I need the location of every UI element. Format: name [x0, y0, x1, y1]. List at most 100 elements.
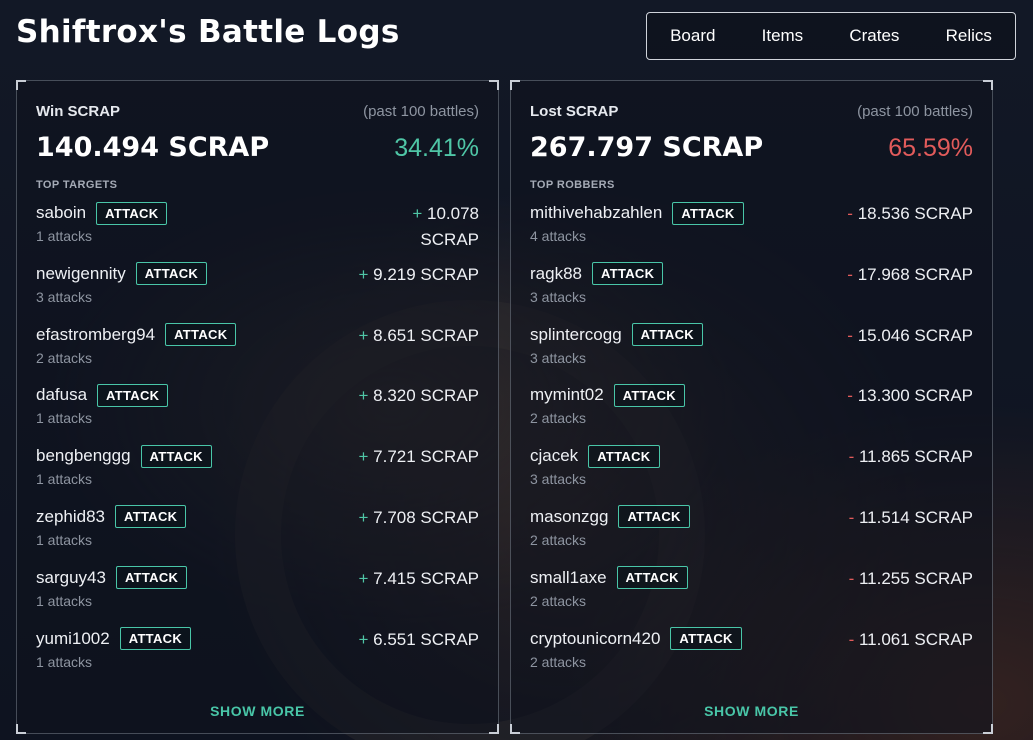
attack-count: 2 attacks: [530, 410, 587, 427]
attack-button[interactable]: ATTACK: [115, 566, 188, 590]
scrap-amount: - 11.061 SCRAP: [849, 627, 973, 688]
amount-value: 9.219 SCRAP: [373, 264, 479, 284]
amount-value: 11.255 SCRAP: [858, 568, 973, 588]
player-info: dafusa ATTACK 1 attacks: [36, 383, 169, 444]
player-info: yumi1002 ATTACK 1 attacks: [36, 627, 192, 688]
name-line: cjacek ATTACK: [530, 444, 660, 468]
amount-value: 7.708 SCRAP: [373, 507, 479, 527]
attack-count: 3 attacks: [530, 471, 587, 488]
player-info: mymint02 ATTACK 2 attacks: [530, 383, 685, 444]
attack-count: 4 attacks: [530, 228, 587, 244]
amount-sign: -: [847, 325, 853, 345]
player-name[interactable]: ragk88: [530, 263, 582, 283]
attack-button[interactable]: ATTACK: [115, 505, 187, 529]
scrap-amount: - 17.968 SCRAP: [847, 262, 973, 323]
player-name[interactable]: cjacek: [530, 446, 579, 466]
name-line: splintercogg ATTACK: [530, 323, 703, 347]
attack-button[interactable]: ATTACK: [140, 444, 212, 468]
attack-button[interactable]: ATTACK: [97, 383, 169, 407]
attack-button[interactable]: ATTACK: [618, 505, 690, 529]
amount-value: 8.651 SCRAP: [373, 325, 479, 345]
player-name[interactable]: splintercogg: [530, 324, 622, 344]
player-name[interactable]: bengbenggg: [36, 446, 131, 466]
amount-sign: -: [847, 386, 853, 406]
amount-sign: -: [848, 507, 855, 527]
player-name[interactable]: mithivehabzahlen: [530, 203, 663, 222]
name-line: masonzgg ATTACK: [530, 505, 690, 529]
top-targets-heading: TOP TARGETS: [36, 179, 118, 191]
attack-button[interactable]: ATTACK: [119, 627, 192, 651]
attack-button[interactable]: ATTACK: [135, 262, 208, 286]
player-name[interactable]: small1axe: [530, 567, 607, 587]
page-title: Shiftrox's Battle Logs: [16, 14, 400, 50]
list-item: yumi1002 ATTACK 1 attacks + 6.551 SCRAP: [36, 627, 479, 688]
player-name[interactable]: cryptounicorn420: [530, 628, 661, 648]
player-name[interactable]: yumi1002: [36, 628, 110, 648]
attack-count: 1 attacks: [36, 471, 93, 488]
amount-sign: +: [358, 264, 369, 284]
top-nav: Board Items Crates Relics: [646, 12, 1016, 60]
show-more-targets-button[interactable]: SHOW MORE: [210, 703, 305, 719]
player-info: bengbenggg ATTACK 1 attacks: [36, 444, 212, 505]
lost-label: Lost SCRAP: [530, 103, 619, 120]
amount-value: 11.061 SCRAP: [858, 629, 973, 649]
player-name[interactable]: mymint02: [530, 385, 604, 405]
nav-crates[interactable]: Crates: [849, 26, 900, 45]
nav-items[interactable]: Items: [761, 26, 804, 45]
attack-button[interactable]: ATTACK: [96, 201, 168, 225]
attack-count: 2 attacks: [36, 349, 93, 366]
corner-bracket: [489, 724, 499, 734]
amount-sign: +: [358, 386, 369, 406]
player-info: sarguy43 ATTACK 1 attacks: [36, 566, 188, 627]
amount-sign: -: [848, 629, 855, 649]
scrap-amount: - 11.255 SCRAP: [849, 566, 973, 627]
attack-button[interactable]: ATTACK: [165, 323, 237, 347]
attack-count: 2 attacks: [530, 531, 587, 548]
list-item: splintercogg ATTACK 3 attacks - 15.046 SCRA…: [530, 323, 973, 384]
player-name[interactable]: newigennity: [36, 263, 126, 283]
amount-sign: +: [358, 447, 369, 467]
attack-button[interactable]: ATTACK: [672, 201, 744, 225]
scrap-amount: - 13.300 SCRAP: [847, 383, 973, 444]
amount-sign: +: [358, 507, 369, 527]
attack-button[interactable]: ATTACK: [591, 262, 664, 286]
win-period: (past 100 battles): [363, 103, 479, 120]
amount-value: 11.514 SCRAP: [858, 507, 973, 527]
scrap-amount: - 11.514 SCRAP: [849, 505, 973, 566]
corner-bracket: [983, 724, 993, 734]
name-line: mymint02 ATTACK: [530, 383, 685, 407]
attack-count: 1 attacks: [36, 228, 93, 244]
scrap-amount: - 18.536 SCRAP: [847, 201, 973, 262]
player-name[interactable]: efastromberg94: [36, 324, 156, 344]
amount-sign: -: [847, 264, 853, 284]
attack-count: 1 attacks: [36, 592, 93, 609]
amount-sign: -: [847, 204, 853, 223]
player-name[interactable]: sarguy43: [36, 567, 106, 587]
player-info: mithivehabzahlen ATTACK 4 attacks: [530, 201, 744, 262]
corner-bracket: [510, 80, 520, 90]
amount-sign: +: [358, 325, 369, 345]
attack-button[interactable]: ATTACK: [588, 444, 660, 468]
player-info: masonzgg ATTACK 2 attacks: [530, 505, 690, 566]
attack-button[interactable]: ATTACK: [631, 323, 703, 347]
show-more-robbers-button[interactable]: SHOW MORE: [704, 703, 799, 719]
attack-button[interactable]: ATTACK: [613, 383, 685, 407]
player-name[interactable]: dafusa: [36, 385, 88, 405]
list-item: masonzgg ATTACK 2 attacks - 11.514 SCRAP: [530, 505, 973, 566]
player-info: efastromberg94 ATTACK 2 attacks: [36, 323, 237, 384]
player-name[interactable]: zephid83: [36, 506, 106, 526]
amount-value: 8.320 SCRAP: [373, 386, 479, 406]
player-info: zephid83 ATTACK 1 attacks: [36, 505, 187, 566]
nav-board[interactable]: Board: [670, 26, 716, 45]
scrap-amount: + 9.219 SCRAP: [358, 262, 479, 323]
player-info: newigennity ATTACK 3 attacks: [36, 262, 208, 323]
player-name[interactable]: saboin: [36, 203, 87, 222]
list-item: newigennity ATTACK 3 attacks + 9.219 SCRAP: [36, 262, 479, 323]
player-name[interactable]: masonzgg: [530, 506, 609, 526]
attack-button[interactable]: ATTACK: [670, 627, 742, 651]
attack-button[interactable]: ATTACK: [616, 566, 688, 590]
list-item: cryptounicorn420 ATTACK 2 attacks - 11.061 …: [530, 627, 973, 688]
list-item: cjacek ATTACK 3 attacks - 11.865 SCRAP: [530, 444, 973, 505]
nav-relics[interactable]: Relics: [945, 26, 992, 45]
scrap-amount: + 8.651 SCRAP: [358, 323, 479, 384]
